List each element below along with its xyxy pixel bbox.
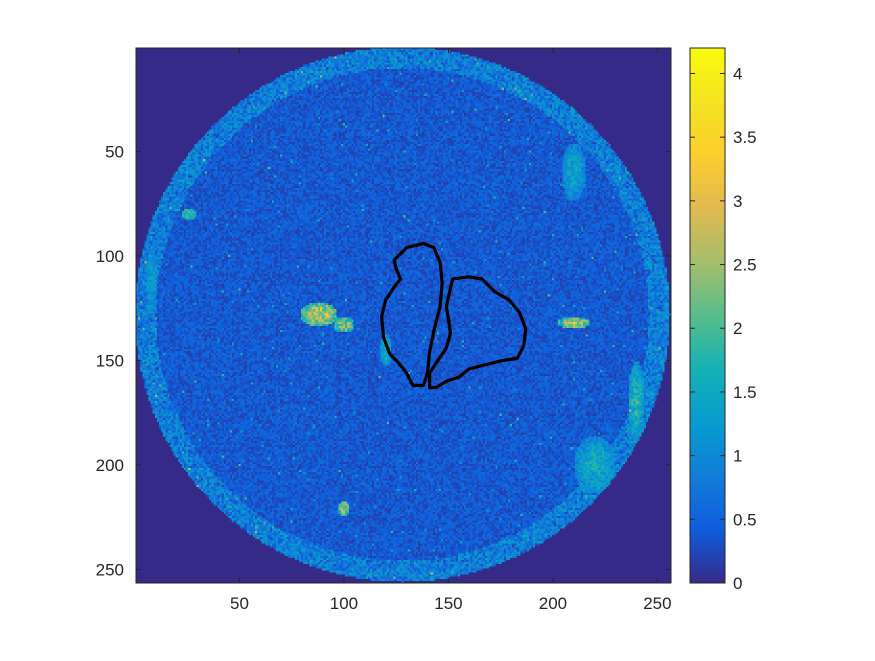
plot-area: 50 100 150 200 250 50 100 150 200 250 (96, 47, 672, 613)
heatmap-image (136, 48, 671, 583)
y-tick-label: 150 (96, 351, 124, 370)
colorbar-tick-label: 0.5 (733, 510, 757, 529)
y-tick-label: 250 (96, 560, 124, 579)
colorbar-tick-label: 3 (733, 192, 742, 211)
colorbar-tick-label: 3.5 (733, 128, 757, 147)
y-tick-label: 200 (96, 456, 124, 475)
x-tick-label: 50 (230, 594, 249, 613)
outline-layer (380, 241, 528, 390)
colorbar-ticks: 0 0.5 1 1.5 2 2.5 3 3.5 4 (690, 64, 757, 593)
x-tick-label: 100 (330, 594, 358, 613)
x-axis: 50 100 150 200 250 (230, 48, 672, 613)
y-axis: 50 100 150 200 250 (96, 142, 671, 579)
colorbar-tick-label: 2.5 (733, 256, 757, 275)
y-tick-label: 100 (96, 247, 124, 266)
x-tick-label: 250 (643, 594, 671, 613)
outline-contour-1 (380, 241, 444, 388)
colorbar: 0 0.5 1 1.5 2 2.5 3 3.5 4 (689, 47, 757, 593)
colorbar-gradient (690, 48, 725, 583)
outline-contour-2 (428, 275, 528, 390)
colorbar-tick-label: 1.5 (733, 383, 757, 402)
colorbar-tick-label: 2 (733, 319, 742, 338)
axes-frame (135, 47, 672, 584)
colorbar-frame (689, 47, 726, 584)
x-tick-label: 200 (539, 594, 567, 613)
colorbar-tick-label: 4 (733, 64, 742, 83)
y-tick-label: 50 (105, 142, 124, 161)
colorbar-tick-label: 0 (733, 574, 742, 593)
colorbar-tick-label: 1 (733, 447, 742, 466)
x-tick-label: 150 (434, 594, 462, 613)
